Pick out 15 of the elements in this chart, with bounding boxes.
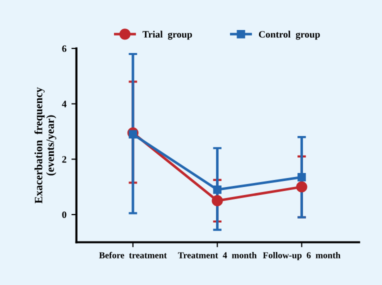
y-tick-label: 0 [62, 211, 66, 218]
y-tick-label: 4 [62, 100, 66, 108]
point [298, 173, 306, 182]
x-tick-label: Follow-up 6 month [262, 252, 340, 260]
point [213, 185, 222, 194]
point [128, 130, 138, 138]
x-tick-label: Treatment 4 month [178, 252, 257, 258]
y-axis-title: Exacerbation frequency (events/year) [34, 87, 56, 204]
point [296, 181, 308, 192]
legend-label: Control group [258, 30, 320, 40]
x-tick-label: Before treatment [99, 252, 167, 258]
legend-label: Trial group [142, 30, 192, 40]
y-tick-label: 6 [62, 45, 66, 52]
y-tick-label: 2 [62, 156, 66, 163]
point [212, 195, 223, 206]
